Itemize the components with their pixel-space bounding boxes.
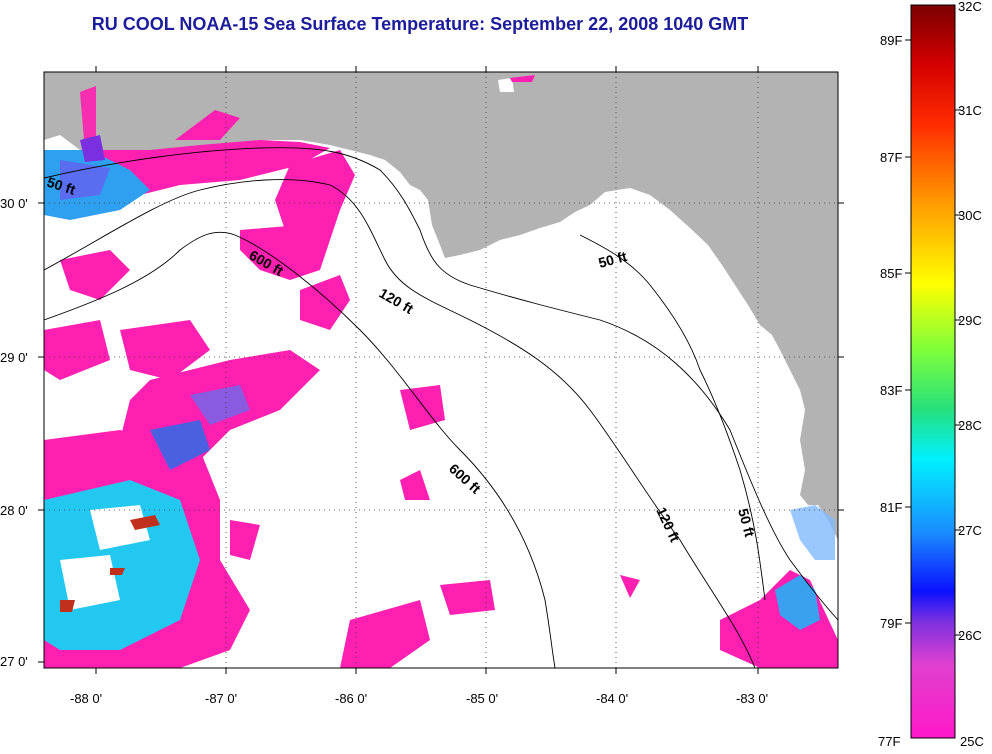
map-title: RU COOL NOAA-15 Sea Surface Temperature:… — [91, 14, 749, 34]
lon-label: -87 0' — [205, 691, 237, 706]
lon-label: -84 0' — [596, 691, 628, 706]
map-frame — [43, 71, 839, 669]
lon-label: -88 0' — [70, 691, 102, 706]
celsius-label: 28C — [958, 418, 982, 433]
fahrenheit-label: 77F — [878, 734, 900, 749]
axis-ticks — [38, 66, 844, 674]
lon-label: -83 0' — [736, 691, 768, 706]
bathymetry-contours — [44, 147, 838, 668]
fahrenheit-label: 81F — [880, 500, 902, 515]
fahrenheit-label: 85F — [880, 266, 902, 281]
lon-label: -86 0' — [335, 691, 367, 706]
colorbar-celsius-labels: 32C 31C 30C 29C 28C 27C 26C 25C — [958, 0, 984, 749]
fahrenheit-label: 87F — [880, 150, 902, 165]
celsius-label: 25C — [960, 734, 984, 749]
celsius-label: 26C — [958, 628, 982, 643]
fahrenheit-label: 83F — [880, 383, 902, 398]
colorbar-ticks — [905, 39, 961, 636]
contour-label: 50 ft — [597, 248, 629, 271]
land-mass — [44, 72, 838, 540]
sst-patches-blue — [44, 135, 820, 650]
color-bar — [910, 4, 956, 739]
celsius-label: 30C — [958, 208, 982, 223]
celsius-label: 29C — [958, 313, 982, 328]
lat-label: 29 0' — [0, 350, 28, 365]
fahrenheit-label: 89F — [880, 33, 902, 48]
lat-label: 27 0' — [0, 654, 28, 669]
celsius-label: 32C — [958, 0, 982, 14]
lat-label: 30 0' — [0, 196, 28, 211]
lon-labels: -88 0' -87 0' -86 0' -85 0' -84 0' -83 0… — [70, 691, 768, 706]
celsius-label: 31C — [958, 103, 982, 118]
fahrenheit-label: 79F — [880, 616, 902, 631]
lon-label: -85 0' — [466, 691, 498, 706]
celsius-label: 27C — [958, 523, 982, 538]
colorbar-fahrenheit-labels: 89F 87F 85F 83F 81F 79F 77F — [878, 33, 902, 749]
lat-labels: 30 0' 29 0' 28 0' 27 0' — [0, 196, 28, 669]
lat-label: 28 0' — [0, 503, 28, 518]
contour-label: 50 ft — [735, 507, 758, 539]
